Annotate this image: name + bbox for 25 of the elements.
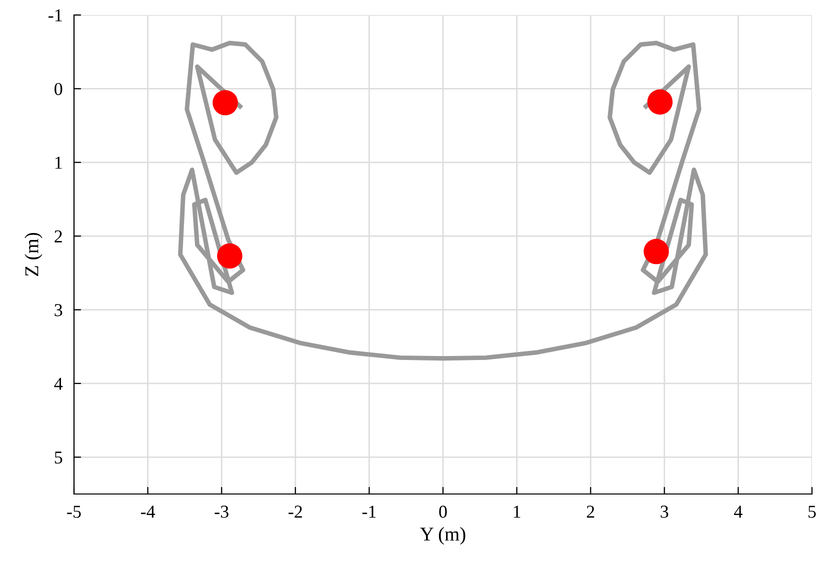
y-tick-label: 0 — [54, 82, 62, 96]
point — [644, 238, 669, 264]
x-tick-label: 0 — [439, 506, 447, 518]
x-tick-label: -1 — [362, 506, 376, 518]
y-tick-label: 5 — [54, 452, 62, 464]
x-tick-label: 3 — [660, 506, 668, 518]
x-tick-label: -3 — [214, 506, 228, 518]
x-tick-label: -4 — [140, 506, 156, 518]
x-axis-title: Y (m) — [420, 527, 466, 545]
point — [217, 243, 242, 269]
line-series — [178, 40, 708, 361]
x-tick-label: 5 — [808, 506, 816, 518]
x-tick-label: 2 — [586, 506, 594, 518]
y-tick-label: 3 — [54, 304, 62, 316]
y-axis-title: Z (m) — [24, 232, 42, 276]
y-tick-label: 2 — [54, 230, 62, 242]
y-tick-label: 1 — [55, 156, 62, 169]
x-tick-label: -2 — [288, 506, 302, 518]
y-tick-label: 4 — [54, 378, 63, 390]
x-tick-label: 1 — [514, 506, 520, 518]
point — [212, 90, 238, 116]
y-tick-label: -1 — [48, 9, 62, 22]
point — [647, 89, 673, 115]
x-tick-label: -5 — [67, 506, 81, 518]
x-tick-label: 4 — [734, 506, 742, 518]
